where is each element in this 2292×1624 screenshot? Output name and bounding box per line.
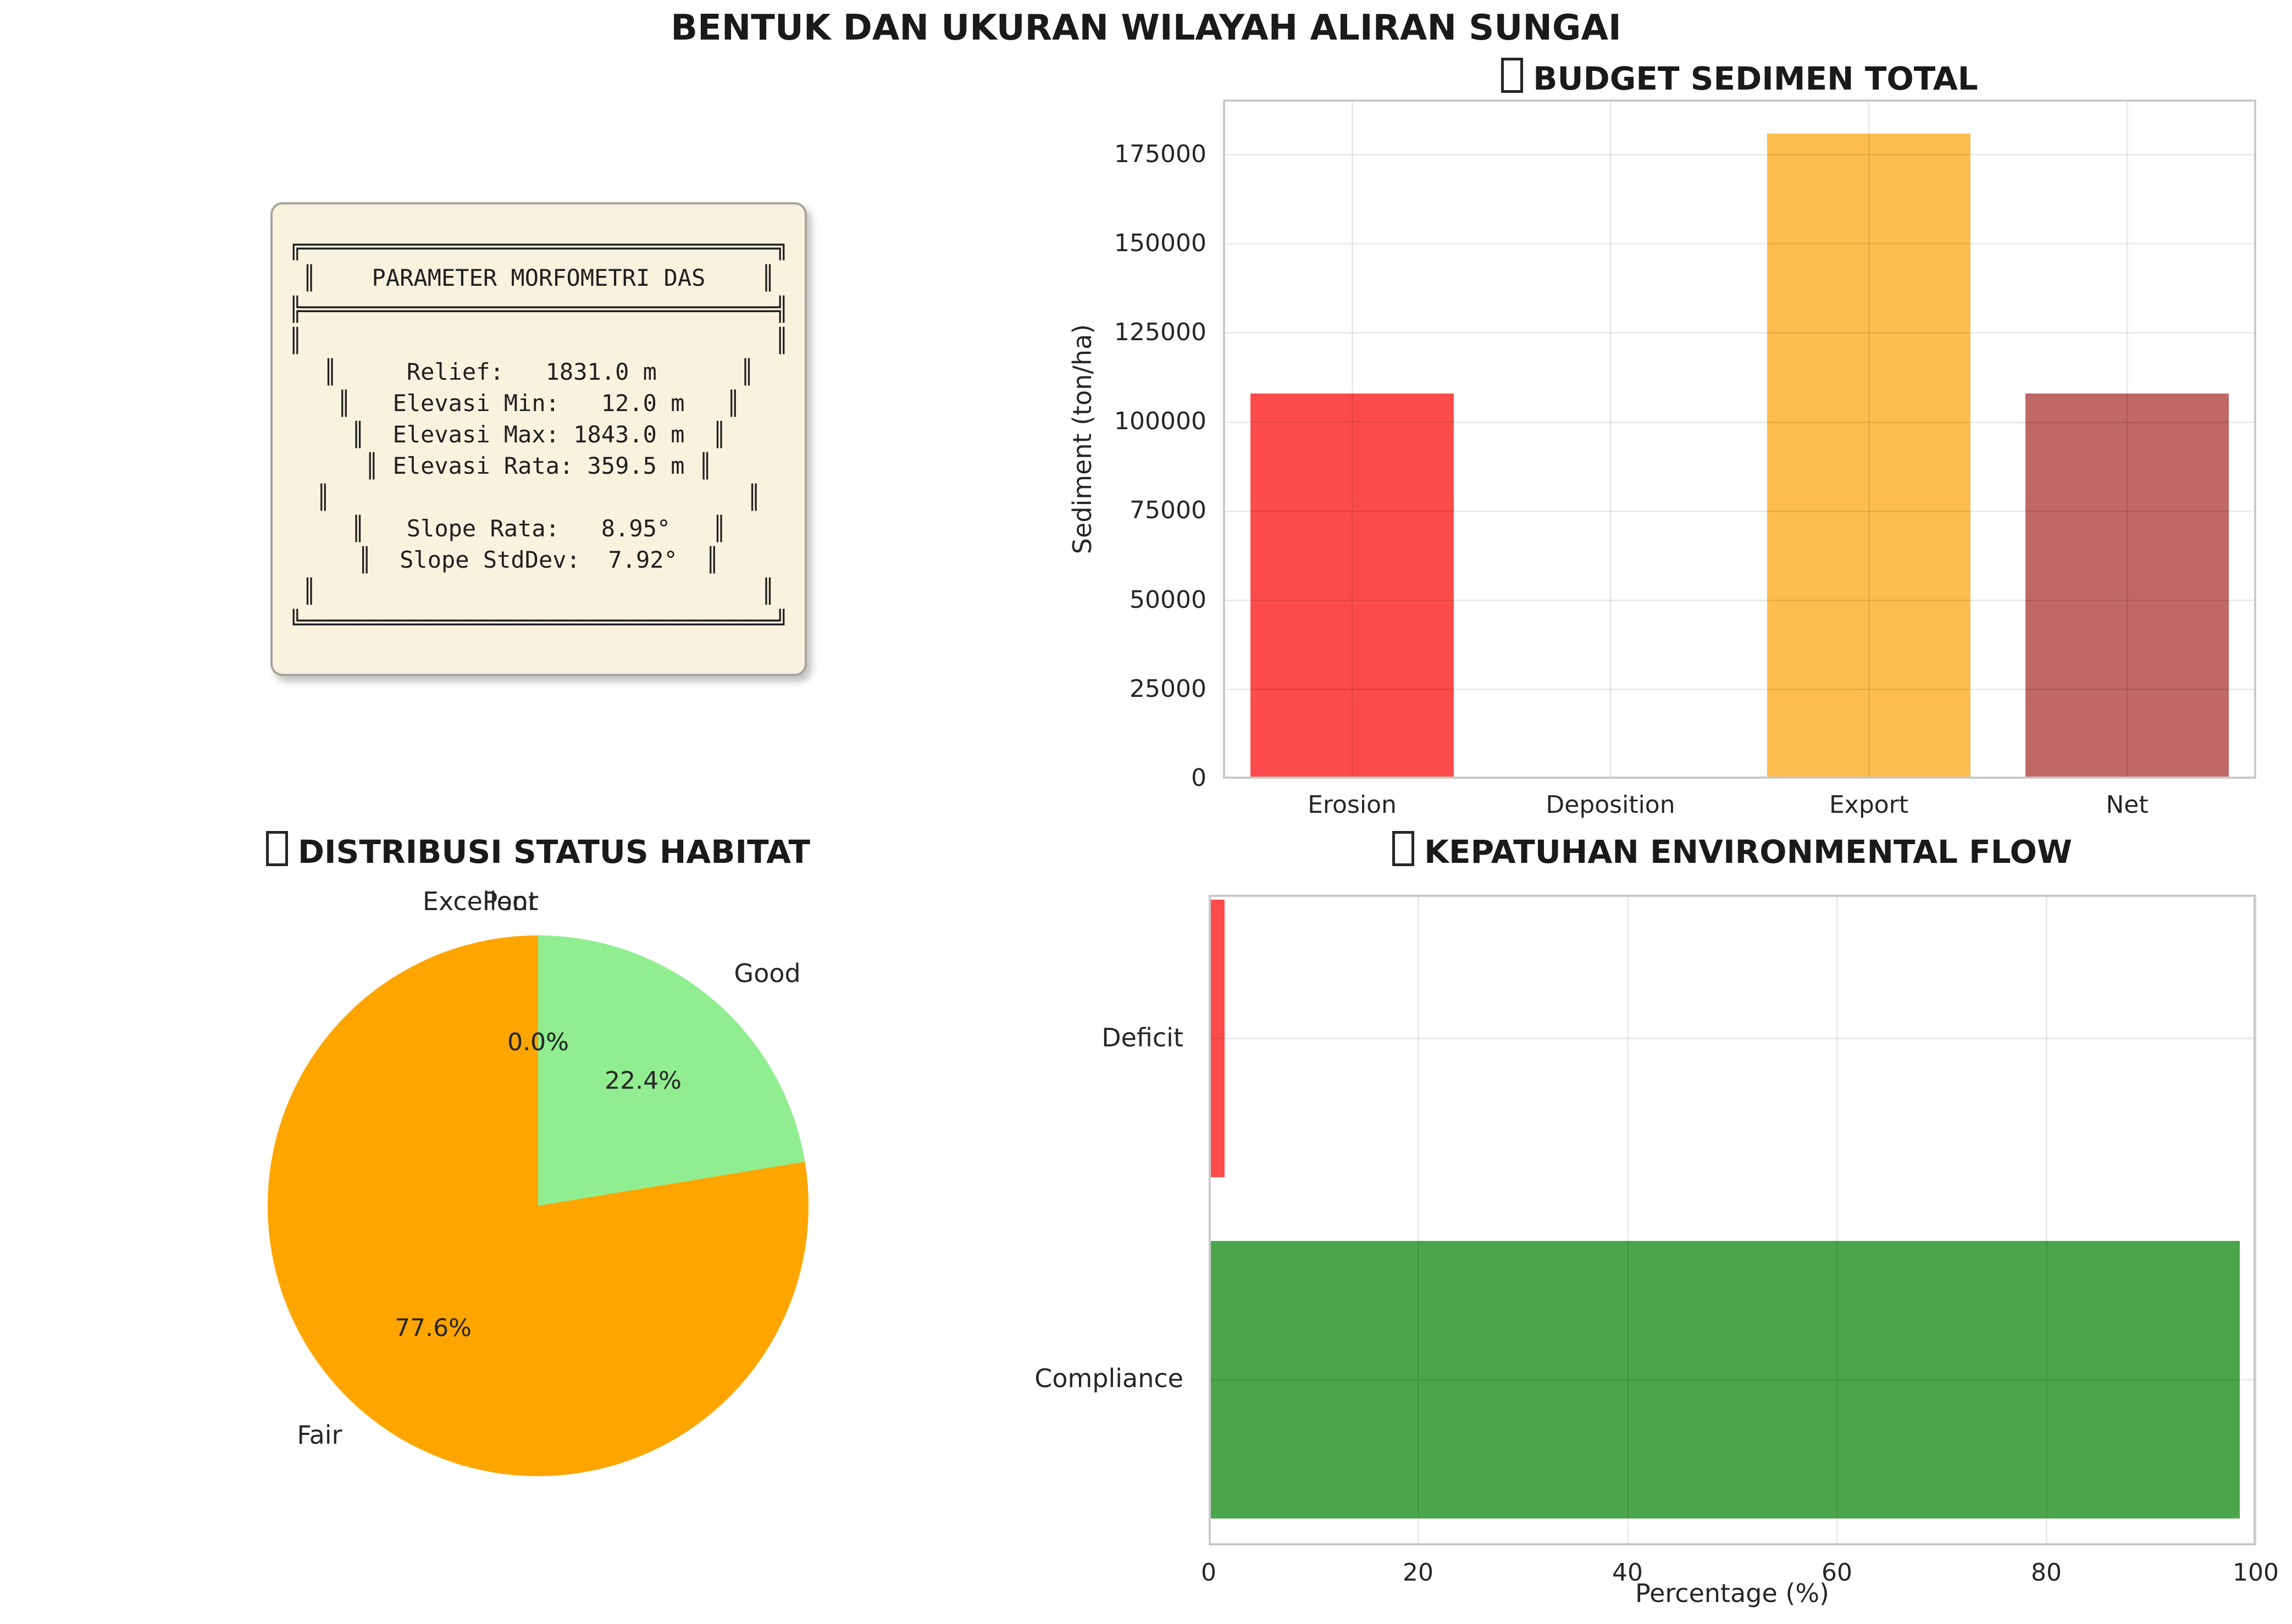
bar-chart-title: BUDGET SEDIMEN TOTAL — [1223, 58, 2256, 97]
pie-percent-label: 22.4% — [605, 1066, 682, 1095]
plot-border — [1223, 99, 2256, 779]
x-tick-label: 20 — [1403, 1559, 1433, 1587]
gridline-vertical — [1351, 99, 1353, 779]
barh-chart-x-axis-label: Percentage (%) — [1635, 1578, 1829, 1608]
gridline-vertical — [2126, 99, 2128, 779]
bar-net — [2025, 393, 2229, 779]
pie-percent-label: 77.6% — [395, 1314, 472, 1343]
y-tick-label: 175000 — [1114, 140, 1206, 168]
y-tick-label: Deficit — [1101, 1022, 1183, 1052]
parameter-box-text: ╔══════════════════════════════════╗ ║ P… — [288, 233, 789, 636]
gridline-horizontal — [1223, 510, 2256, 512]
gridline-horizontal — [1223, 421, 2256, 423]
x-tick-label: 0 — [1201, 1559, 1216, 1587]
gridline-horizontal — [1223, 243, 2256, 245]
barh-deficit — [1209, 900, 1225, 1178]
pie-percent-label: 0.0% — [507, 1028, 569, 1056]
gridline-horizontal — [1223, 600, 2256, 602]
missing-emoji-glyph — [1392, 831, 1415, 866]
gridline-horizontal — [1223, 689, 2256, 691]
x-tick-label: 40 — [1612, 1559, 1643, 1587]
x-tick-label: 80 — [2031, 1559, 2062, 1587]
pie-percent-label: 0.0% — [507, 1028, 569, 1056]
y-tick-label: 0 — [1191, 764, 1206, 792]
plot-border — [1209, 895, 2256, 1545]
x-tick-label: Export — [1829, 791, 1909, 819]
gridline-vertical — [1868, 99, 1870, 779]
pie-label-good: Good — [734, 958, 801, 988]
gridline-horizontal — [1209, 1378, 2256, 1381]
gridline-horizontal — [1209, 1038, 2256, 1040]
x-tick-label: 100 — [2233, 1559, 2279, 1587]
figure-title: BENTUK DAN UKURAN WILAYAH ALIRAN SUNGAI — [671, 8, 1621, 48]
x-tick-label: Net — [2106, 791, 2149, 819]
bar-export — [1767, 133, 1970, 779]
bar-erosion — [1250, 393, 1454, 779]
barh-chart-title-text: KEPATUHAN ENVIRONMENTAL FLOW — [1424, 833, 2072, 871]
missing-emoji-glyph — [1501, 58, 1524, 93]
pie-label-fair: Fair — [297, 1420, 342, 1450]
pie-chart — [268, 935, 809, 1476]
y-tick-label: 75000 — [1130, 496, 1206, 525]
y-tick-label: 150000 — [1114, 229, 1206, 257]
x-tick-label: Deposition — [1546, 791, 1675, 819]
gridline-vertical — [1626, 895, 1629, 1545]
gridline-horizontal — [1223, 154, 2256, 156]
barh-compliance — [1209, 1240, 2240, 1518]
gridline-vertical — [2255, 895, 2257, 1545]
y-tick-label: 125000 — [1114, 318, 1206, 346]
barh-chart-title: KEPATUHAN ENVIRONMENTAL FLOW — [1209, 831, 2256, 871]
y-tick-label: 100000 — [1114, 407, 1206, 436]
x-tick-label: Erosion — [1308, 791, 1397, 819]
gridline-vertical — [1417, 895, 1419, 1545]
missing-emoji-glyph — [265, 831, 288, 866]
y-tick-label: 50000 — [1130, 585, 1206, 614]
pie-chart-title: DISTRIBUSI STATUS HABITAT — [263, 831, 813, 871]
parameter-box-panel — [270, 202, 807, 676]
gridline-horizontal — [1223, 332, 2256, 334]
pie-label-excellent: Excellent — [422, 886, 538, 916]
y-tick-label: 25000 — [1130, 674, 1206, 703]
pie-chart-title-text: DISTRIBUSI STATUS HABITAT — [297, 833, 811, 871]
gridline-vertical — [1836, 895, 1838, 1545]
y-tick-label: Compliance — [1034, 1364, 1183, 1394]
gridline-vertical — [2045, 895, 2047, 1545]
pie-label-poor: Poor — [482, 886, 538, 916]
x-tick-label: 60 — [1822, 1559, 1852, 1587]
gridline-vertical — [1609, 99, 1612, 779]
bar-chart-title-text: BUDGET SEDIMEN TOTAL — [1533, 60, 1978, 97]
